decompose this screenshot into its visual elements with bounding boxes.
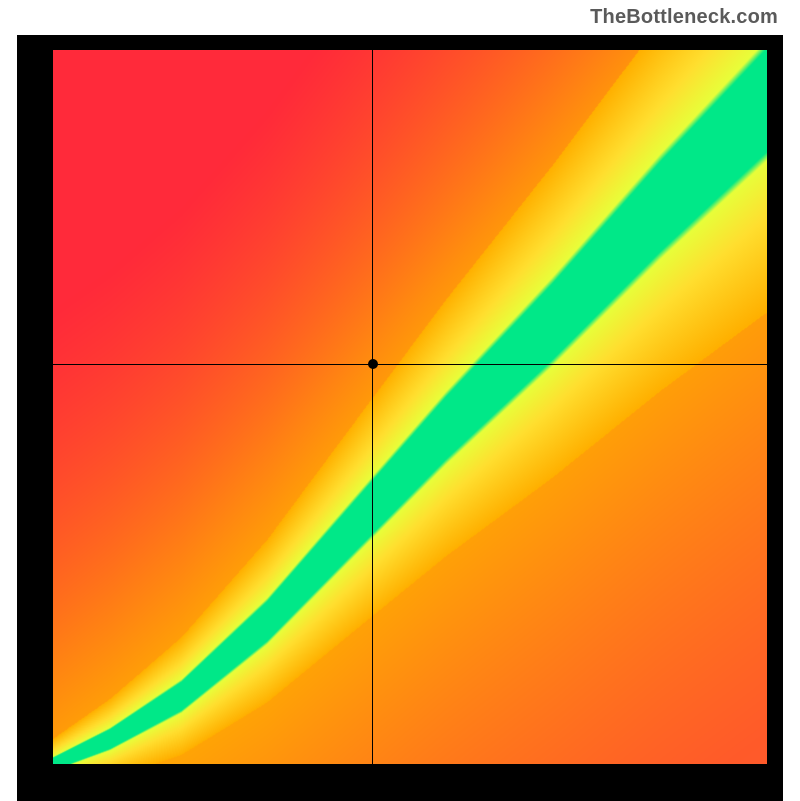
heatmap-canvas: [53, 50, 767, 764]
crosshair-horizontal: [53, 364, 767, 365]
crosshair-marker: [368, 359, 378, 369]
chart-container: TheBottleneck.com: [0, 0, 800, 800]
attribution-text: TheBottleneck.com: [590, 6, 778, 29]
crosshair-vertical: [372, 50, 373, 764]
plot-area: [53, 50, 767, 764]
chart-frame: [17, 35, 783, 801]
